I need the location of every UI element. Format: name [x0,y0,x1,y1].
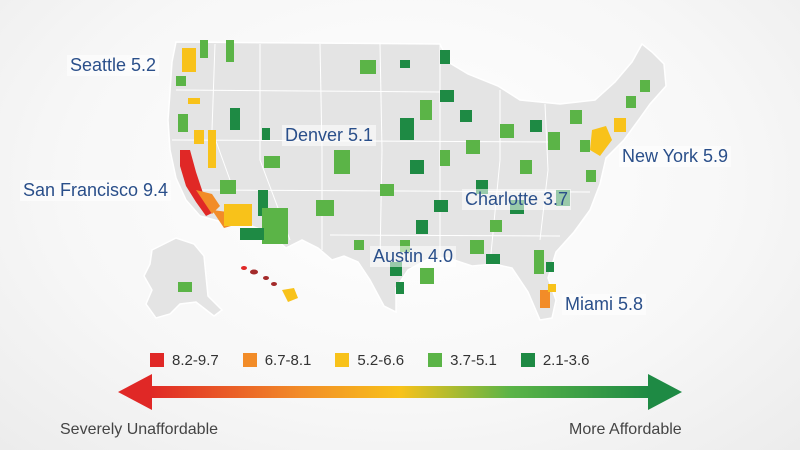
city-label-austin: Austin 4.0 [370,246,456,267]
legend-item: 2.1-3.6 [521,352,590,369]
legend-label: 5.2-6.6 [357,352,404,369]
legend-item: 5.2-6.6 [335,352,404,369]
metro-region [486,254,500,264]
legend-swatch [243,353,257,367]
metro-region [500,124,514,138]
metro-region [226,40,234,62]
legend-item: 8.2-9.7 [150,352,219,369]
metro-region [540,290,550,308]
metro-region [434,200,448,212]
metro-region [640,80,650,92]
legend-swatch [521,353,535,367]
us-affordability-map [0,0,800,340]
metro-region [440,150,450,166]
metro-region [188,98,200,104]
metro-region [440,90,454,102]
city-label-denver: Denver 5.1 [282,125,376,146]
alaska-land [144,238,222,318]
legend-label: 2.1-3.6 [543,352,590,369]
right-arrow-head-icon [648,374,682,410]
affordability-scale-arrow [118,374,682,410]
legend-item: 3.7-5.1 [428,352,497,369]
metro-region [614,118,626,132]
metro-region [240,228,264,240]
city-label-new-york: New York 5.9 [619,146,731,167]
metro-region [548,132,560,150]
metro-region [200,40,208,58]
metro-region [626,96,636,108]
metro-region [178,282,192,292]
metro-region [220,180,236,194]
metro-region [548,284,556,292]
metro-region [520,160,532,174]
severely-unaffordable-label: Severely Unaffordable [60,421,218,439]
metro-region [410,160,424,174]
metro-region [230,108,240,130]
city-label-seattle: Seattle 5.2 [67,55,159,76]
metro-region [460,110,472,122]
metro-region [420,100,432,120]
legend-label: 8.2-9.7 [172,352,219,369]
metro-region [546,262,554,272]
metro-region [262,208,288,244]
metro-region [264,156,280,168]
metro-region [224,204,252,226]
city-label-charlotte: Charlotte 3.7 [462,189,571,210]
metro-region [400,118,414,140]
more-affordable-label: More Affordable [569,421,682,439]
metro-region [262,128,270,140]
metro-region [380,184,394,196]
metro-region [580,140,590,152]
legend-swatch [428,353,442,367]
metro-region [208,130,216,168]
metro-region [586,170,596,182]
left-arrow-head-icon [118,374,152,410]
metro-region [570,110,582,124]
legend-label: 3.7-5.1 [450,352,497,369]
metro-region [400,60,410,68]
metro-region [420,268,434,284]
metro-region [178,114,188,132]
legend: 8.2-9.7 6.7-8.1 5.2-6.6 3.7-5.1 2.1-3.6 [150,349,614,371]
metro-region [490,220,502,232]
city-label-miami: Miami 5.8 [562,294,646,315]
metro-region [396,282,404,294]
metro-region [354,240,364,250]
metro-region [440,50,450,64]
metro-region [466,140,480,154]
metro-region [316,200,334,216]
metro-region [530,120,542,132]
metro-region [194,130,204,144]
metro-region [182,48,196,72]
city-label-san-francisco: San Francisco 9.4 [20,180,171,201]
gradient-bar [150,386,650,398]
metro-region [360,60,376,74]
metro-region [416,220,428,234]
legend-swatch [150,353,164,367]
legend-label: 6.7-8.1 [265,352,312,369]
legend-swatch [335,353,349,367]
legend-item: 6.7-8.1 [243,352,312,369]
metro-region [334,150,350,174]
metro-region [534,250,544,274]
metro-region [176,76,186,86]
hawaii-islands [241,266,298,302]
metro-region [470,240,484,254]
